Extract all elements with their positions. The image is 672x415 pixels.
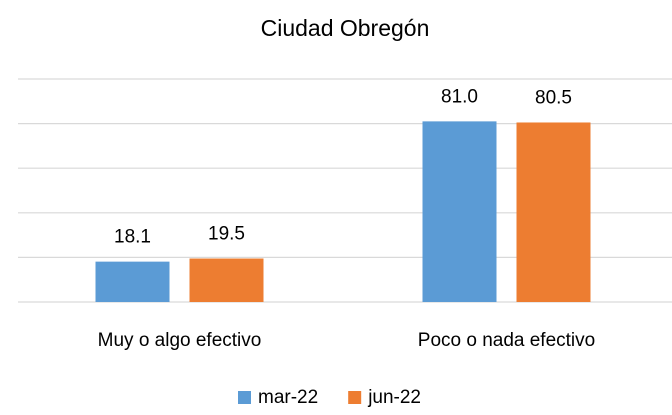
x-tick-label: Muy o algo efectivo [98,330,262,351]
bar [422,121,497,303]
legend-label: jun-22 [367,387,421,408]
bar [516,122,591,302]
chart-title: Ciudad Obregón [261,15,430,41]
legend-swatch [348,391,362,404]
value-label: 81.0 [441,86,478,107]
legend-label: mar-22 [258,387,318,408]
legend-swatch [238,391,251,404]
bar [95,261,170,302]
value-label: 18.1 [114,227,151,248]
x-tick-label: Poco o nada efectivo [418,330,595,351]
value-label: 80.5 [535,88,572,109]
value-label: 19.5 [208,224,245,245]
bar [189,258,264,302]
